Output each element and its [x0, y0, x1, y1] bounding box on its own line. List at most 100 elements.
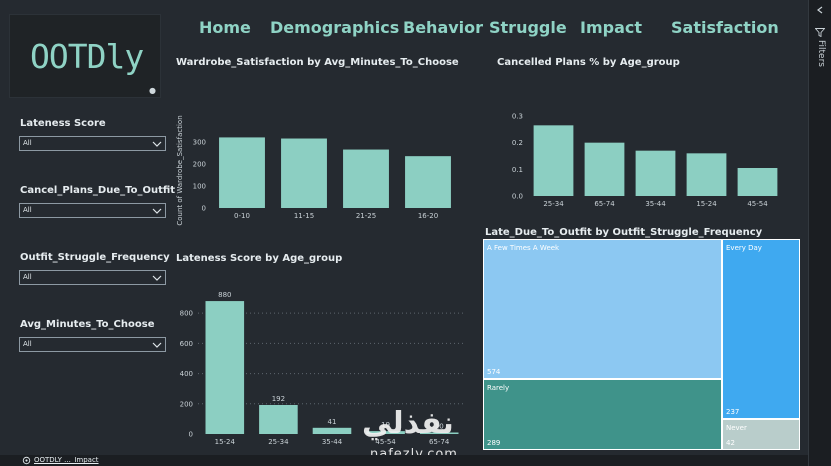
nav-home[interactable]: Home [199, 18, 251, 37]
late-due-to-outfit-treemap[interactable]: A Few Times A Week 574 Every Day 237 Rar… [483, 239, 800, 450]
bar [205, 301, 245, 434]
status-bar: OOTDLY ..._Impact [0, 455, 808, 466]
x-tick-label: 45-54 [375, 438, 396, 446]
filters-pane-label: Filters [816, 40, 826, 67]
bar [219, 137, 265, 208]
nav-struggle[interactable]: Struggle [489, 18, 567, 37]
slicer-value: All [23, 139, 32, 147]
logo-card: OOTDly ● [9, 14, 161, 98]
nav-demographics[interactable]: Demographics [270, 18, 400, 37]
wardrobe-bar-chart[interactable]: 0 100 200 300 Count of Wardrobe_Satisfaction… [170, 70, 470, 226]
logo-mark: ● [149, 86, 156, 95]
chevron-down-icon [152, 208, 162, 214]
lateness-chart-title: Lateness Score by Age_group [176, 253, 343, 264]
filters-pane[interactable]: Filters [808, 0, 831, 466]
x-tick-label: 15-24 [215, 438, 236, 446]
page-tab-icon [22, 456, 31, 465]
data-label: 10 [435, 422, 444, 430]
chevron-down-icon [152, 342, 162, 348]
x-tick-label: 45-54 [747, 200, 768, 208]
slicer-value: All [23, 273, 32, 281]
app-logo: OOTDly [30, 37, 144, 76]
bar [584, 142, 625, 196]
x-tick-label: 65-74 [429, 438, 450, 446]
treemap-tile-value: 289 [487, 439, 501, 447]
y-tick-label: 0.0 [512, 193, 523, 201]
bar [405, 156, 451, 208]
x-tick-label: 35-44 [645, 200, 666, 208]
treemap-tile-label: Never [726, 424, 747, 432]
y-tick-label: 0 [189, 431, 193, 439]
y-tick-label: 0 [202, 205, 206, 213]
bar [259, 405, 298, 434]
filter-icon [815, 28, 825, 37]
wardrobe-chart-title: Wardrobe_Satisfaction by Avg_Minutes_To_… [176, 57, 459, 68]
x-tick-label: 35-44 [322, 438, 343, 446]
chevron-down-icon [152, 141, 162, 147]
page-tab-link[interactable]: OOTDLY ..._Impact [34, 456, 99, 464]
slicer-value: All [23, 206, 32, 214]
report-canvas: OOTDly ● Home Demographics Behavior Stru… [9, 14, 800, 462]
y-tick-label: 800 [180, 310, 193, 318]
y-tick-label: 300 [193, 138, 206, 146]
bar [281, 138, 327, 208]
bar [533, 125, 574, 196]
nav-satisfaction[interactable]: Satisfaction [671, 18, 779, 37]
nav-behavior[interactable]: Behavior [403, 18, 484, 37]
slicer-cancel-plans[interactable]: All [19, 203, 166, 218]
slicer-label-lateness-score: Lateness Score [20, 118, 106, 129]
y-tick-label: 400 [180, 370, 193, 378]
bar [366, 431, 405, 434]
slicer-label-cancel-plans: Cancel_Plans_Due_To_Outfit [20, 185, 176, 196]
lateness-bar-chart[interactable]: 0 200 400 600 800 15-24 880 25-34 192 35-44 41 45-5… [170, 266, 475, 448]
treemap-tile-label: A Few Times A Week [487, 244, 560, 252]
chevron-down-icon [152, 275, 162, 281]
x-tick-label: 21-25 [356, 212, 376, 220]
treemap-tile-label: Rarely [487, 384, 510, 392]
treemap-tile-value: 574 [487, 368, 501, 376]
bar [343, 149, 389, 208]
x-tick-label: 11-15 [294, 212, 314, 220]
nav-impact[interactable]: Impact [580, 18, 643, 37]
bar [635, 150, 676, 196]
treemap-title: Late_Due_To_Outfit by Outfit_Struggle_Fr… [485, 227, 763, 238]
treemap-tile-value: 237 [726, 408, 740, 416]
x-tick-label: 65-74 [594, 200, 615, 208]
slicer-avg-minutes[interactable]: All [19, 337, 166, 352]
y-tick-label: 200 [193, 160, 206, 168]
bar [419, 432, 459, 434]
data-label: 19 [381, 421, 390, 429]
slicer-lateness-score[interactable]: All [19, 136, 166, 151]
x-tick-label: 15-24 [696, 200, 717, 208]
cancelled-chart-title: Cancelled Plans % by Age_group [497, 57, 680, 68]
x-tick-label: 16-20 [418, 212, 438, 220]
chevron-left-icon[interactable] [816, 6, 824, 14]
y-tick-label: 0.1 [512, 166, 523, 174]
treemap-tile-every-day[interactable]: Every Day 237 [722, 239, 800, 419]
treemap-tile-never[interactable]: Never 42 [722, 419, 800, 450]
y-tick-label: 200 [180, 400, 193, 408]
data-label: 41 [328, 418, 337, 426]
cancelled-bar-chart[interactable]: 0.0 0.1 0.2 0.3 25-34 65-74 35-44 15-24 45-54 [490, 70, 790, 215]
data-label: 192 [272, 395, 285, 403]
bar [686, 153, 727, 196]
x-tick-label: 0-10 [234, 212, 250, 220]
y-tick-label: 600 [180, 340, 193, 348]
data-label: 880 [218, 291, 231, 299]
y-axis-title: Count of Wardrobe_Satisfaction [176, 115, 184, 225]
x-tick-label: 25-34 [543, 200, 564, 208]
treemap-tile-value: 42 [726, 439, 735, 447]
slicer-label-avg-minutes: Avg_Minutes_To_Choose [20, 319, 155, 330]
x-tick-label: 25-34 [268, 438, 289, 446]
bar [737, 168, 778, 196]
bar [312, 427, 352, 434]
y-tick-label: 0.2 [512, 139, 523, 147]
slicer-label-outfit-struggle: Outfit_Struggle_Frequency [20, 252, 170, 263]
slicer-value: All [23, 340, 32, 348]
y-tick-label: 0.3 [512, 113, 523, 121]
slicer-outfit-struggle[interactable]: All [19, 270, 166, 285]
treemap-tile-rarely[interactable]: Rarely 289 [483, 379, 722, 450]
y-tick-label: 100 [193, 182, 206, 190]
watermark-arabic-logo: نفذلي [362, 406, 454, 441]
treemap-tile-a-few-times-a-week[interactable]: A Few Times A Week 574 [483, 239, 722, 379]
